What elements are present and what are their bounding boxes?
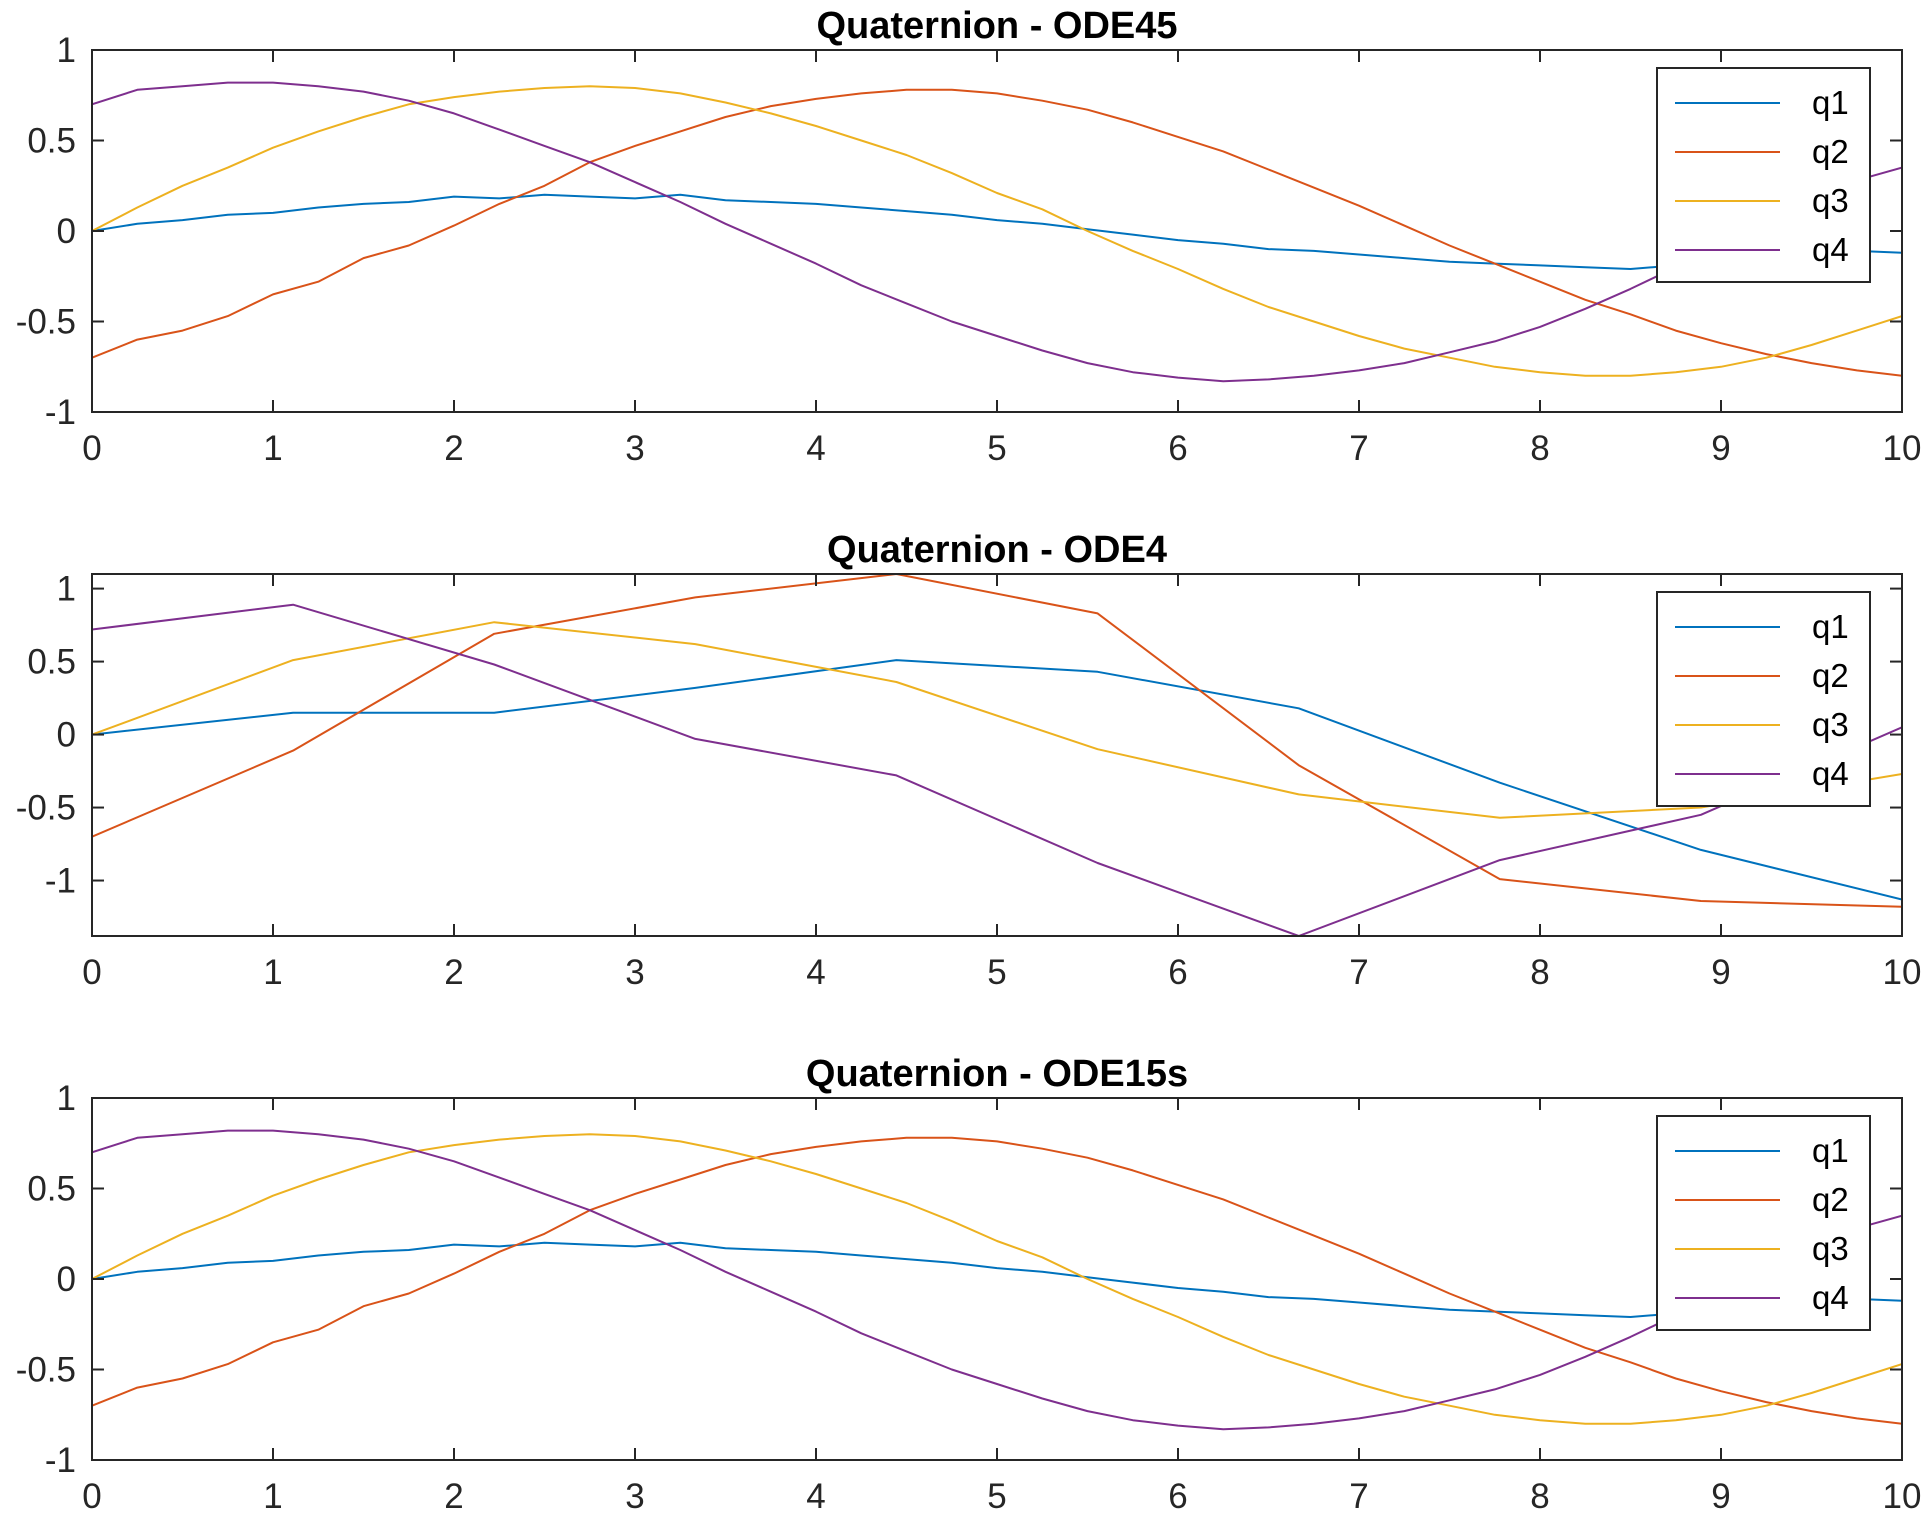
y-tick-label: 0.5 [27,1170,76,1209]
legend: q1 q2 q3 q4 [1656,591,1871,807]
series-lines [92,574,1902,936]
x-tick-label: 8 [1530,429,1549,468]
chart-title: Quaternion - ODE4 [827,529,1167,571]
y-tick-label: -1 [45,393,76,432]
x-tick-label: 10 [1883,1477,1922,1516]
x-tick-label: 3 [625,953,644,992]
x-tick-label: 2 [444,1477,463,1516]
x-tick-label: 10 [1883,953,1922,992]
x-tick-label: 4 [806,1477,825,1516]
series-line-q1 [92,659,1902,901]
y-tick-label: 1 [57,1079,76,1118]
y-tick-label: 0.5 [27,643,76,682]
legend-label-q3: q3 [1812,1230,1849,1267]
legend-label-q4: q4 [1812,755,1849,792]
series-line-q3 [92,85,1902,377]
y-tick-label: 0.5 [27,122,76,161]
x-tick-label: 9 [1711,953,1730,992]
subplot-3: 0 1 2 3 4 5 6 7 8 9 10 -1 -0.5 0 0.5 1 Quaternion - ODE1… [16,1053,1922,1516]
legend-label-q2: q2 [1812,657,1849,694]
series-line-q2 [92,1136,1902,1425]
chart-title: Quaternion - ODE45 [816,5,1177,47]
x-tick-label: 8 [1530,1477,1549,1516]
legend-label-q1: q1 [1812,608,1849,645]
series-line-q3 [92,621,1902,819]
x-tick-label: 9 [1711,429,1730,468]
series-lines [92,81,1902,383]
x-tick-label: 4 [806,429,825,468]
legend-label-q4: q4 [1812,1279,1849,1316]
y-tick-label: 0 [57,716,76,755]
legend-label-q1: q1 [1812,84,1849,121]
chart-title: Quaternion - ODE15s [806,1053,1188,1095]
legend-label-q2: q2 [1812,133,1849,170]
legend: q1 q2 q3 q4 [1656,67,1871,283]
axes-box [91,1097,1903,1461]
legend-label-q3: q3 [1812,182,1849,219]
x-tick-label: 2 [444,953,463,992]
series-line-q1 [92,193,1902,270]
series-line-q2 [92,574,1902,908]
y-tick-label: 0 [57,1260,76,1299]
legend-label-q4: q4 [1812,231,1849,268]
subplot-2: 0 1 2 3 4 5 6 7 8 9 10 -1 -0.5 0 0.5 1 Quaternion - ODE4… [16,529,1922,992]
series-line-q4 [92,603,1902,936]
legend-label-q3: q3 [1812,706,1849,743]
x-tick-label: 7 [1349,429,1368,468]
x-tick-label: 5 [987,953,1006,992]
x-tick-label: 7 [1349,1477,1368,1516]
y-tick-label: -1 [45,862,76,901]
series-line-q2 [92,88,1902,377]
x-tick-label: 5 [987,429,1006,468]
y-tick-label: 1 [57,570,76,609]
series-line-q1 [92,1241,1902,1318]
x-tick-label: 10 [1883,429,1922,468]
x-tick-label: 0 [82,1477,101,1516]
series-lines [92,1129,1902,1431]
x-tick-label: 6 [1168,1477,1187,1516]
x-tick-label: 0 [82,429,101,468]
x-tick-label: 5 [987,1477,1006,1516]
x-tick-label: 3 [625,1477,644,1516]
series-line-q4 [92,81,1902,383]
x-tick-label: 6 [1168,429,1187,468]
x-tick-label: 1 [263,1477,282,1516]
x-tick-label: 3 [625,429,644,468]
axes-box [91,49,1903,413]
series-line-q3 [92,1133,1902,1425]
x-tick-label: 6 [1168,953,1187,992]
legend-label-q1: q1 [1812,1132,1849,1169]
x-tick-label: 8 [1530,953,1549,992]
x-tick-label: 9 [1711,1477,1730,1516]
y-tick-label: -1 [45,1441,76,1480]
x-tick-label: 0 [82,953,101,992]
x-tick-label: 7 [1349,953,1368,992]
y-tick-label: -0.5 [16,303,76,342]
x-tick-label: 1 [263,953,282,992]
axes-box [91,573,1903,937]
legend-label-q2: q2 [1812,1181,1849,1218]
y-tick-label: 0 [57,212,76,251]
y-tick-label: -0.5 [16,789,76,828]
y-tick-label: 1 [57,31,76,70]
subplot-1: 0 1 2 3 4 5 6 7 8 9 10 -1 -0.5 0 0.5 1 Quaternion - ODE4… [16,5,1922,468]
x-tick-label: 2 [444,429,463,468]
series-line-q4 [92,1129,1902,1431]
legend: q1 q2 q3 q4 [1656,1115,1871,1331]
x-tick-label: 4 [806,953,825,992]
y-tick-label: -0.5 [16,1351,76,1390]
x-tick-label: 1 [263,429,282,468]
